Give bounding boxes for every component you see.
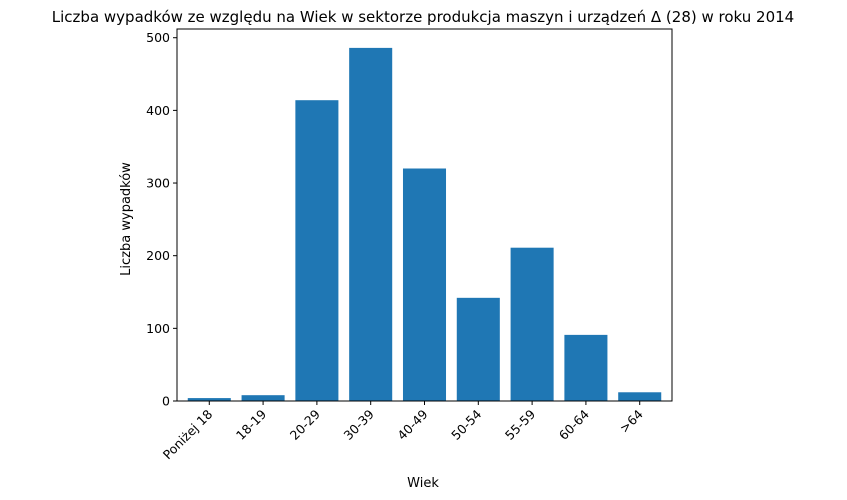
bar-7	[564, 334, 608, 401]
x-axis-label: Wiek	[407, 476, 439, 491]
bar-6	[510, 247, 554, 401]
x-tick-label-2: 20-29	[287, 406, 323, 442]
x-tick-label-1: 18-19	[233, 406, 269, 442]
bar-3	[349, 47, 393, 401]
y-axis-label: Liczba wypadków	[119, 162, 134, 276]
y-tick-label-0: 0	[162, 394, 170, 409]
x-tick-label-0: Poniżej 18	[160, 406, 216, 462]
x-tick-label-8: >64	[617, 406, 646, 435]
bar-1	[241, 395, 285, 401]
x-tick-label-5: 50-54	[448, 406, 484, 442]
chart-title: Liczba wypadków ze względu na Wiek w sek…	[52, 8, 794, 26]
x-tick-label-3: 30-39	[341, 406, 377, 442]
y-tick-label-3: 300	[146, 176, 170, 191]
bar-4	[402, 168, 447, 401]
plot-area: 0 100 200 300 400 500 Poniżej 18 18-19 20-29 30-3…	[146, 28, 673, 462]
x-tick-label-7: 60-64	[556, 406, 592, 442]
y-tick-label-4: 400	[146, 103, 170, 118]
y-tick-label-2: 200	[146, 248, 170, 263]
bar-0	[187, 398, 231, 401]
x-tick-label-6: 55-59	[502, 406, 538, 442]
y-tick-label-1: 100	[146, 321, 170, 336]
y-tick-label-5: 500	[146, 30, 170, 45]
bar-5	[456, 297, 500, 401]
bar-2	[295, 100, 339, 401]
bar-8	[618, 392, 662, 401]
x-tick-label-4: 40-49	[394, 406, 430, 442]
